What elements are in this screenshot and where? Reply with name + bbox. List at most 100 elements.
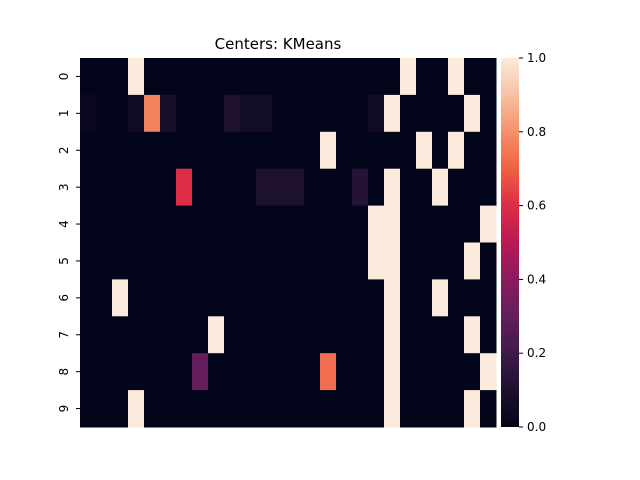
heatmap-cell <box>400 242 417 280</box>
heatmap-cell <box>208 353 225 391</box>
heatmap-cell <box>288 94 305 133</box>
heatmap-cell <box>464 390 481 428</box>
heatmap-cell <box>192 168 209 207</box>
heatmap-cell <box>464 316 481 354</box>
heatmap-cell <box>448 131 465 170</box>
heatmap-cell <box>336 94 353 133</box>
heatmap-cell <box>208 390 225 428</box>
heatmap-cell <box>256 131 273 170</box>
heatmap-cell <box>256 94 273 133</box>
heatmap-cell <box>336 58 353 96</box>
heatmap-cell <box>336 316 353 354</box>
heatmap-cell <box>384 168 401 207</box>
heatmap-cell <box>256 279 273 317</box>
y-tick-label: 1 <box>57 110 71 118</box>
heatmap-cell <box>480 279 497 317</box>
heatmap-cell <box>160 131 177 170</box>
heatmap-cell <box>176 390 193 428</box>
heatmap-cell <box>240 58 257 96</box>
heatmap-cell <box>96 242 113 280</box>
heatmap-cell <box>288 58 305 96</box>
heatmap-cell <box>160 58 177 96</box>
heatmap-cell <box>256 390 273 428</box>
heatmap-cell <box>352 242 369 280</box>
heatmap-cell <box>304 168 321 207</box>
heatmap-cell <box>416 316 433 354</box>
heatmap-cell <box>480 316 497 354</box>
heatmap-cell <box>304 279 321 317</box>
heatmap-cell <box>112 316 129 354</box>
heatmap-cell <box>464 205 481 243</box>
heatmap-cell <box>288 390 305 428</box>
heatmap-cell <box>352 279 369 317</box>
heatmap-cell <box>384 131 401 170</box>
heatmap-cell <box>272 242 289 280</box>
heatmap-cell <box>288 168 305 207</box>
heatmap-cell <box>288 279 305 317</box>
heatmap-cell <box>384 390 401 428</box>
heatmap-cell <box>192 242 209 280</box>
heatmap-cell <box>368 316 385 354</box>
heatmap-cell <box>224 131 241 170</box>
heatmap-cell <box>128 131 145 170</box>
heatmap-cell <box>384 242 401 280</box>
heatmap-cell <box>400 131 417 170</box>
heatmap-cell <box>432 353 449 391</box>
heatmap-cell <box>144 390 161 428</box>
heatmap-cell <box>80 279 97 317</box>
heatmap-cell <box>400 316 417 354</box>
heatmap-cell <box>368 353 385 391</box>
heatmap-cell <box>128 390 145 428</box>
heatmap-cell <box>240 390 257 428</box>
heatmap-cell <box>80 353 97 391</box>
heatmap-cell <box>320 316 337 354</box>
heatmap-cell <box>96 205 113 243</box>
heatmap-cell <box>480 205 497 243</box>
heatmap-cell <box>416 205 433 243</box>
heatmap-cell <box>160 242 177 280</box>
heatmap-cell <box>128 242 145 280</box>
heatmap-cell <box>112 390 129 428</box>
y-tick-label: 6 <box>57 294 71 302</box>
heatmap-cell <box>288 353 305 391</box>
heatmap-cell <box>336 279 353 317</box>
heatmap-cell <box>304 316 321 354</box>
heatmap-cell <box>448 353 465 391</box>
heatmap-cell <box>256 58 273 96</box>
heatmap-cell <box>384 279 401 317</box>
heatmap-cell <box>352 94 369 133</box>
y-tick-label: 0 <box>57 73 71 81</box>
heatmap-cell <box>128 168 145 207</box>
heatmap-cell <box>208 131 225 170</box>
heatmap-cell <box>384 94 401 133</box>
heatmap-cell <box>256 242 273 280</box>
heatmap-cell <box>160 168 177 207</box>
heatmap-cell <box>448 390 465 428</box>
heatmap-cell <box>144 242 161 280</box>
y-tick-label: 7 <box>57 331 71 339</box>
heatmap-cell <box>208 94 225 133</box>
heatmap-cell <box>240 168 257 207</box>
heatmap-cell <box>368 131 385 170</box>
heatmap-cell <box>112 168 129 207</box>
y-tick-label: 4 <box>57 220 71 228</box>
heatmap-cell <box>272 131 289 170</box>
heatmap-cell <box>208 58 225 96</box>
heatmap-cell <box>464 168 481 207</box>
heatmap-cell <box>288 242 305 280</box>
heatmap-cell <box>144 316 161 354</box>
heatmap-cell <box>448 279 465 317</box>
heatmap-cell <box>464 58 481 96</box>
heatmap-cell <box>464 353 481 391</box>
heatmap-cell <box>112 94 129 133</box>
heatmap-cell <box>96 353 113 391</box>
heatmap-cell <box>320 58 337 96</box>
heatmap-cells <box>80 58 497 428</box>
y-axis: 0 1 2 3 4 5 6 7 8 9 <box>57 73 80 412</box>
heatmap-cell <box>320 242 337 280</box>
heatmap-cell <box>96 279 113 317</box>
heatmap-cell <box>176 316 193 354</box>
heatmap-cell <box>272 279 289 317</box>
heatmap-cell <box>272 168 289 207</box>
heatmap-cell <box>448 94 465 133</box>
